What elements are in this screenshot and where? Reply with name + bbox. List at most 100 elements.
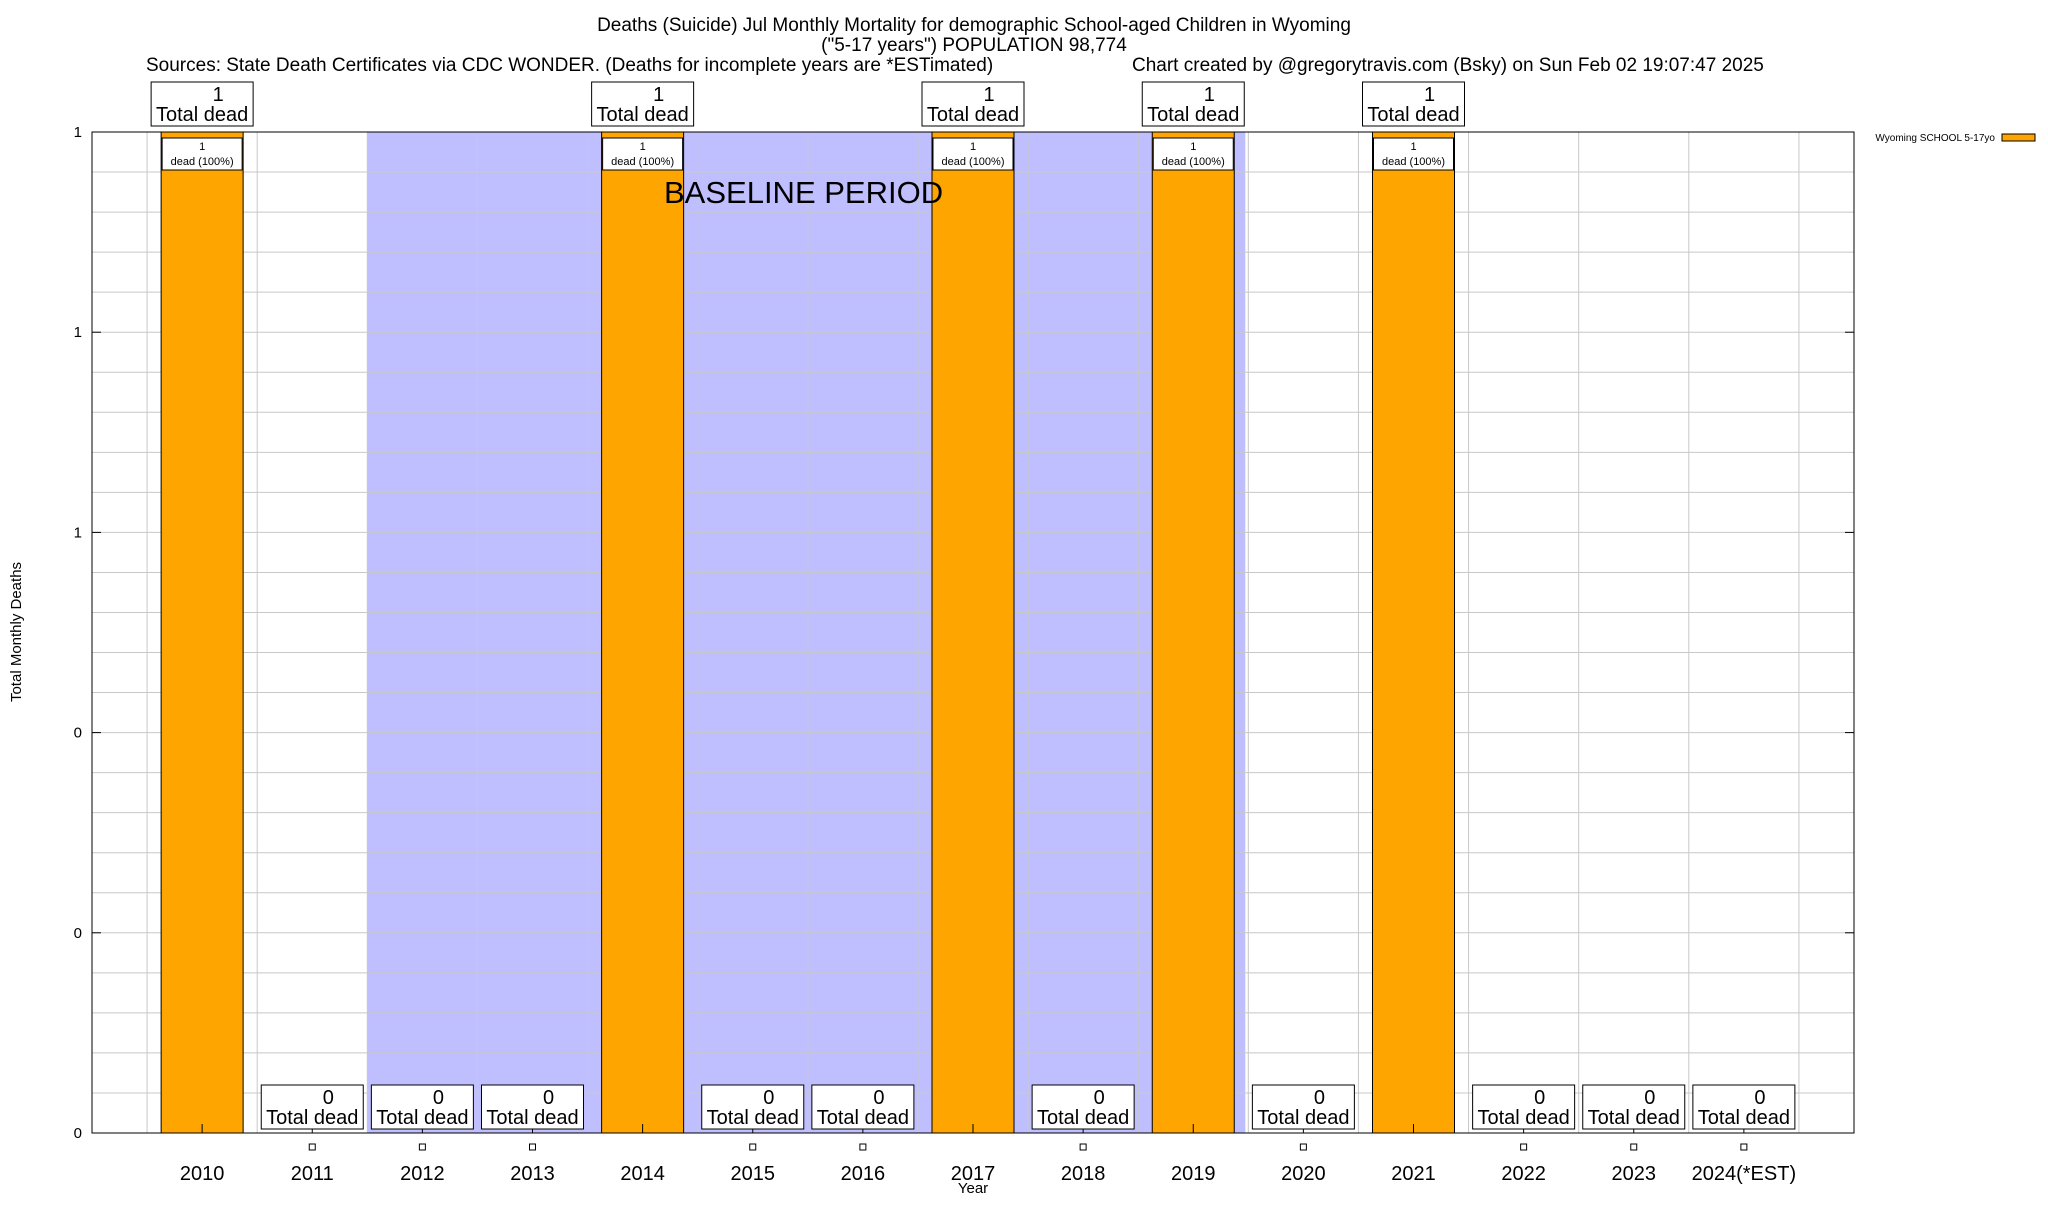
x-tick-label: 2021 — [1391, 1163, 1436, 1185]
total-label-box — [1031, 1084, 1135, 1130]
total-label-box — [811, 1084, 915, 1130]
x-tick-label: 2024(*EST) — [1692, 1163, 1797, 1185]
bar-value-box — [932, 137, 1014, 171]
total-label-box — [1362, 81, 1465, 127]
baseline-period-layer — [367, 132, 1246, 1133]
total-label-count: 1 — [213, 84, 224, 106]
bar-value-box — [1152, 137, 1234, 171]
total-label-count: 0 — [323, 1087, 334, 1109]
total-label-count: 0 — [873, 1087, 884, 1109]
bar — [931, 131, 1015, 1134]
x-tick-label: 2011 — [291, 1163, 334, 1185]
total-label-count: 1 — [1424, 84, 1435, 106]
total-label-box — [260, 1084, 364, 1130]
x-tick-label: 2017 — [951, 1163, 996, 1185]
total-label-text: Total dead — [1588, 1107, 1680, 1129]
bar-value-count: 1 — [199, 141, 205, 153]
y-tick-label: 0 — [74, 925, 82, 942]
zero-marker — [308, 1143, 316, 1151]
x-tick-label: 2023 — [1612, 1163, 1657, 1185]
total-label-count: 0 — [1644, 1087, 1655, 1109]
x-tick-label: 2020 — [1281, 1163, 1326, 1185]
x-tick-label: 2012 — [400, 1163, 445, 1185]
total-label-text: Total dead — [707, 1107, 799, 1129]
total-label-text: Total dead — [1257, 1107, 1349, 1129]
zero-marker — [1630, 1143, 1638, 1151]
total-label-box — [150, 81, 254, 127]
y-ticks: 0 0 0 1 1 1 — [74, 124, 1854, 1142]
total-label-box — [701, 1084, 805, 1130]
y-tick-label: 1 — [74, 124, 82, 141]
zero-marker — [749, 1143, 757, 1151]
bar-value-box — [1373, 137, 1454, 171]
total-label-box — [921, 81, 1025, 127]
zero-marker — [859, 1143, 867, 1151]
zero-marker — [529, 1143, 536, 1151]
legend-label: Wyoming SCHOOL 5-17yo — [1875, 133, 1995, 144]
zero-marker — [1520, 1143, 1528, 1151]
x-tick-label: 2013 — [510, 1163, 555, 1185]
total-label-count: 0 — [433, 1087, 444, 1109]
bar-value-percent: dead (100%) — [1382, 156, 1445, 168]
legend: Wyoming SCHOOL 5-17yo — [1875, 133, 2036, 144]
total-label-text: Total dead — [1367, 104, 1459, 126]
bar — [1151, 131, 1235, 1134]
x-axis-label: Year — [958, 1180, 988, 1197]
bar-value-box — [161, 137, 243, 171]
bar-value-percent: dead (100%) — [942, 156, 1005, 168]
bar-value-count: 1 — [1410, 141, 1416, 153]
y-tick-label: 1 — [74, 524, 82, 541]
x-tick-label: 2022 — [1501, 1163, 1546, 1185]
bar-value-box — [602, 137, 684, 171]
zero-marker — [1079, 1143, 1087, 1151]
bar — [1372, 131, 1455, 1134]
total-label-box — [1582, 1084, 1686, 1130]
total-label-text: Total dead — [1147, 104, 1239, 126]
bar — [601, 131, 685, 1134]
total-label-text: Total dead — [596, 104, 688, 126]
total-label-text: Total dead — [486, 1107, 578, 1129]
zero-marker — [418, 1143, 426, 1151]
chart-subtitle: ("5-17 years") POPULATION 98,774 — [821, 35, 1127, 56]
total-label-count: 0 — [543, 1087, 554, 1109]
y-tick-label: 0 — [74, 1125, 82, 1142]
total-label-count: 1 — [1204, 84, 1215, 106]
legend-swatch — [2001, 133, 2036, 142]
total-label-box — [370, 1084, 474, 1130]
bar-value-percent: dead (100%) — [611, 156, 674, 168]
total-label-text: Total dead — [376, 1107, 468, 1129]
x-tick-label: 2018 — [1061, 1163, 1106, 1185]
x-tick-label: 2016 — [841, 1163, 886, 1185]
total-label-box — [1251, 1084, 1355, 1130]
baseline-period-label: BASELINE PERIOD — [664, 175, 943, 210]
x-tick-label: 2010 — [180, 1163, 225, 1185]
zero-marker — [1740, 1143, 1748, 1151]
chart-credit: Chart created by @gregorytravis.com (Bsk… — [1132, 55, 1764, 76]
total-label-text: Total dead — [1037, 1107, 1129, 1129]
chart-sources: Sources: State Death Certificates via CD… — [146, 55, 993, 76]
total-label-count: 0 — [1534, 1087, 1545, 1109]
total-label-text: Total dead — [927, 104, 1019, 126]
total-label-count: 1 — [983, 84, 994, 106]
bar-value-percent: dead (100%) — [171, 156, 234, 168]
total-label-text: Total dead — [266, 1107, 358, 1129]
total-label-count: 0 — [1754, 1087, 1765, 1109]
total-label-text: Total dead — [817, 1107, 909, 1129]
bar — [160, 131, 244, 1134]
bars-layer — [160, 131, 1455, 1134]
x-tick-label: 2019 — [1171, 1163, 1216, 1185]
bar-value-count: 1 — [1190, 141, 1196, 153]
total-label-box — [1692, 1084, 1796, 1130]
zero-marker — [1299, 1143, 1307, 1151]
total-label-text: Total dead — [1698, 1107, 1790, 1129]
baseline-period-band — [367, 132, 1246, 1133]
total-label-count: 0 — [1094, 1087, 1105, 1109]
bar-value-percent: dead (100%) — [1162, 156, 1225, 168]
total-label-count: 0 — [763, 1087, 774, 1109]
bar-value-count: 1 — [640, 141, 646, 153]
total-label-count: 1 — [653, 84, 664, 106]
total-label-box — [1141, 81, 1245, 127]
